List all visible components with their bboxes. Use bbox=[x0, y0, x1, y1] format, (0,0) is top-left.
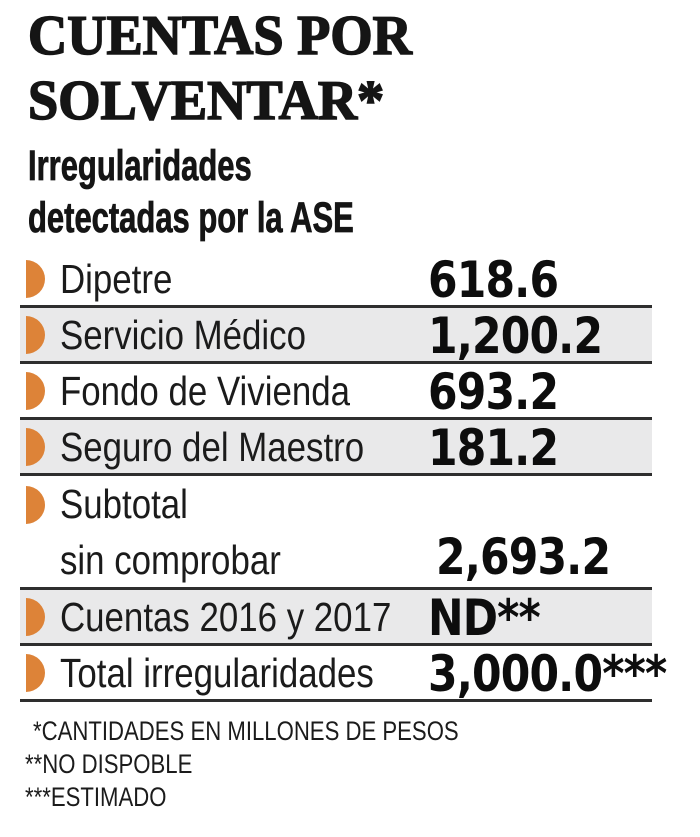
row-value-text: 2,693.2 bbox=[436, 528, 611, 586]
footnote-cantidades: *CANTIDADES EN MILLONES DE PESOS bbox=[25, 715, 700, 748]
row-label-line-1: Subtotal bbox=[60, 476, 320, 532]
table-row-total-irregularidades: Total irregularidades 3,000.0*** bbox=[20, 645, 667, 702]
row-value-text: 618.6 bbox=[428, 251, 559, 309]
footnote-text: *CANTIDADES EN MILLONES DE PESOS bbox=[33, 716, 459, 746]
table-row-dipetre: Dipetre 618.6 bbox=[20, 252, 652, 308]
row-label-text: Seguro del Maestro bbox=[60, 423, 365, 470]
row-label-text: Servicio Médico bbox=[60, 311, 306, 358]
row-value-text: 1,200.2 bbox=[428, 307, 603, 365]
bullet-icon bbox=[26, 315, 45, 354]
row-value: 618.6 bbox=[428, 252, 581, 308]
header: CUENTAS POR SOLVENTAR* Irregularidades d… bbox=[0, 4, 700, 244]
bullet-icon bbox=[26, 597, 45, 636]
bullet-icon bbox=[26, 371, 45, 410]
footnote-text: ***ESTIMADO bbox=[25, 782, 167, 812]
row-label-text: Fondo de Vivienda bbox=[60, 367, 351, 414]
row-label-text: Subtotal bbox=[60, 481, 188, 527]
row-label-text: sin comprobar bbox=[60, 537, 281, 583]
irregularities-table: Dipetre 618.6 Servicio Médico 1,200.2 Fo… bbox=[20, 252, 667, 702]
bullet-icon bbox=[26, 427, 45, 466]
bullet-icon bbox=[26, 653, 45, 692]
row-value: 181.2 bbox=[428, 420, 581, 476]
footnote-text: **NO DISPOBLE bbox=[25, 749, 193, 779]
bullet-icon bbox=[26, 486, 45, 524]
subtitle-line-2: detectadas por la ASE bbox=[28, 192, 700, 244]
subtitle-text-1: Irregularidades bbox=[28, 142, 252, 191]
row-value-text: 181.2 bbox=[428, 419, 559, 477]
row-value-text: ND** bbox=[428, 589, 541, 647]
row-label: Dipetre bbox=[60, 251, 192, 307]
row-label-line-2: sin comprobar bbox=[60, 532, 320, 588]
bullet-icon bbox=[26, 259, 45, 298]
page-title-text-2: SOLVENTAR* bbox=[27, 69, 385, 133]
row-label: Cuentas 2016 y 2017 bbox=[60, 589, 450, 645]
row-value: 2,693.2 bbox=[436, 529, 641, 585]
row-value: 3,000.0*** bbox=[428, 646, 700, 702]
row-value: 693.2 bbox=[428, 364, 581, 420]
table-row-fondo-vivienda: Fondo de Vivienda 693.2 bbox=[20, 364, 652, 420]
footnotes: *CANTIDADES EN MILLONES DE PESOS **NO DI… bbox=[0, 715, 700, 814]
row-label: Subtotal sin comprobar bbox=[60, 476, 320, 588]
table-row-servicio-medico: Servicio Médico 1,200.2 bbox=[20, 308, 652, 364]
table-row-cuentas-2016-2017: Cuentas 2016 y 2017 ND** bbox=[20, 590, 652, 646]
footnote-estimado: ***ESTIMADO bbox=[25, 781, 700, 814]
page-title-line-1: CUENTAS POR bbox=[27, 4, 700, 69]
footnote-no-disponible: **NO DISPOBLE bbox=[25, 748, 700, 781]
page-title-line-2: SOLVENTAR* bbox=[27, 69, 700, 134]
row-label-text: Total irregularidades bbox=[60, 649, 374, 696]
row-label: Servicio Médico bbox=[60, 307, 349, 363]
table-row-subtotal: Subtotal sin comprobar 2,693.2 bbox=[20, 476, 652, 590]
subtitle-line-1: Irregularidades bbox=[28, 140, 700, 192]
row-value-text: 693.2 bbox=[428, 363, 559, 421]
row-label: Total irregularidades bbox=[60, 645, 429, 701]
row-label: Seguro del Maestro bbox=[60, 419, 418, 475]
row-label-text: Dipetre bbox=[60, 255, 173, 302]
table-row-seguro-maestro: Seguro del Maestro 181.2 bbox=[20, 420, 652, 476]
subtitle: Irregularidades detectadas por la ASE bbox=[28, 140, 700, 244]
page-title-text-1: CUENTAS POR bbox=[27, 4, 412, 68]
subtitle-text-2: detectadas por la ASE bbox=[28, 194, 354, 243]
row-value-text: 3,000.0*** bbox=[428, 645, 667, 703]
row-label-text: Cuentas 2016 y 2017 bbox=[60, 593, 392, 640]
row-label: Fondo de Vivienda bbox=[60, 363, 401, 419]
row-value: 1,200.2 bbox=[428, 308, 633, 364]
row-value: ND** bbox=[428, 590, 560, 646]
